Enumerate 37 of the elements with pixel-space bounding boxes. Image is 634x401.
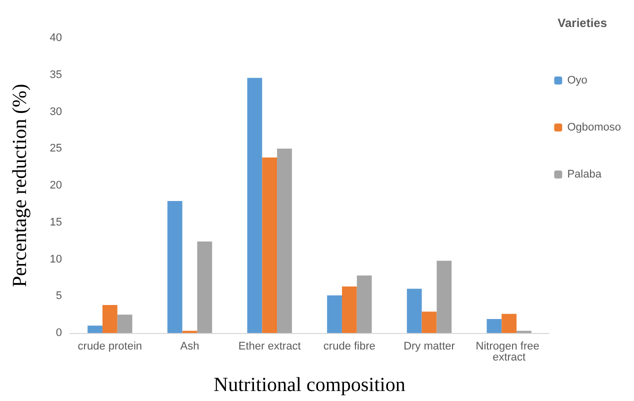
y-axis-title: Percentage reduction (%) [9,84,31,288]
y-tick-label: 30 [50,106,62,118]
x-tick-label: Ash [180,340,200,352]
y-tick-label: 35 [50,68,62,81]
x-tick-label: Ether extract [238,340,301,352]
x-tick-label: Dry matter [404,340,456,352]
bar [247,78,262,333]
x-tick-label: Nitrogen free extract [476,340,542,364]
x-axis-title: Nutritional composition [214,374,406,396]
bar [342,286,357,333]
y-tick-label: 5 [56,290,62,302]
bar [167,200,182,333]
legend-label: Ogbomoso [567,122,622,134]
bar [102,304,118,333]
legend-label: Oyo [567,74,588,86]
bar [356,275,372,333]
bar [422,312,437,333]
bar [277,148,292,333]
y-tick-label: 20 [50,180,62,192]
bar [262,157,278,333]
bar [436,260,452,333]
y-tick-label: 10 [50,253,62,266]
x-tick-label: crude fibre [323,340,376,352]
x-tick-label: crude protein [78,340,142,352]
bar [406,288,422,333]
bar [502,314,517,333]
y-tick-label: 0 [56,327,62,339]
legend-title: Varieties [558,16,608,30]
y-tick-label: 25 [50,142,62,155]
y-tick-label: 40 [50,32,62,44]
bar [197,242,212,333]
bar [327,295,342,333]
bar [88,326,102,333]
bar [117,314,132,333]
legend-label: Palaba [567,168,602,180]
bar [486,318,502,333]
y-tick-label: 15 [50,216,62,228]
